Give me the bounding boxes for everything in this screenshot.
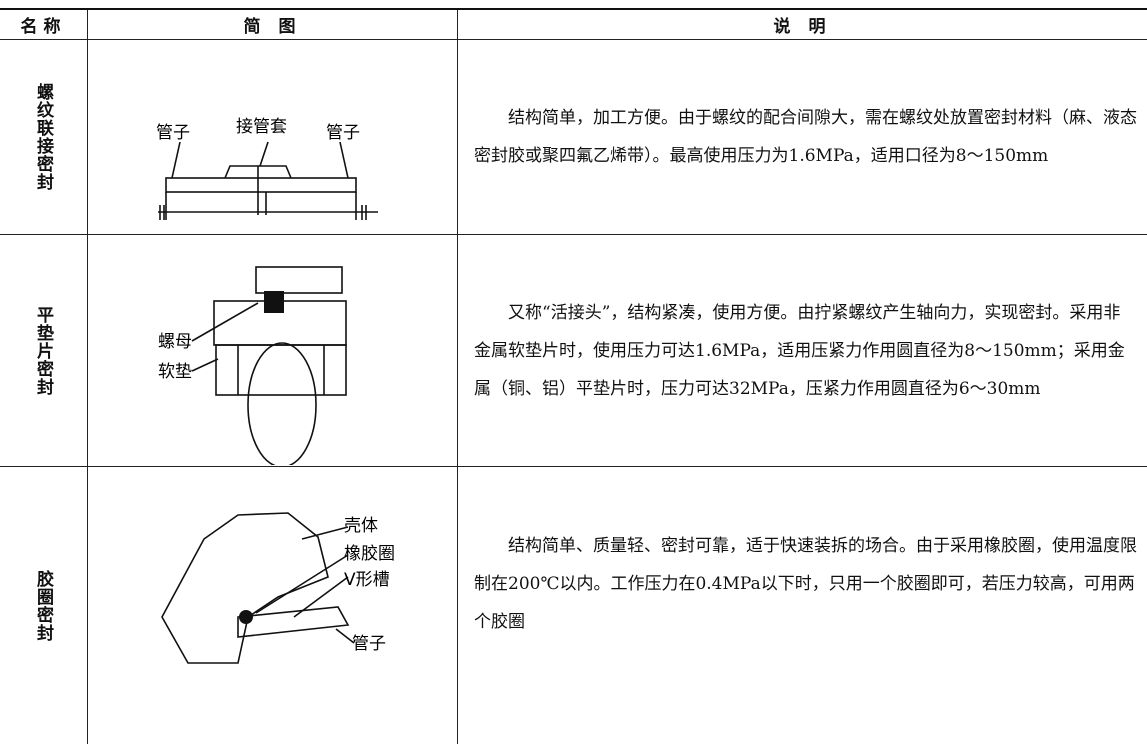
diagram-label: 接管套 <box>236 117 287 137</box>
diagram-label: V形槽 <box>344 570 390 590</box>
header-diagram: 简 图 <box>88 10 458 40</box>
diagram: 管子 接管套 管子 <box>156 117 378 220</box>
diagram-label: 管子 <box>326 123 360 143</box>
header-name: 名称 <box>0 10 88 40</box>
name-cell: 螺纹联接密封 <box>0 40 88 235</box>
description-cell: 结构简单，加工方便。由于螺纹的配合间隙大，需在螺纹处放置密封材料（麻、液态密封胶… <box>458 40 1147 235</box>
name-cell: 平垫片密封 <box>0 235 88 467</box>
description: 又称“活接头”，结构紧凑，使用方便。由拧紧螺纹产生轴向力，实现密封。采用非金属软… <box>474 302 1125 399</box>
diagram-cell: 螺母 软垫 <box>88 235 458 468</box>
description: 结构简单，加工方便。由于螺纹的配合间隙大，需在螺纹处放置密封材料（麻、液态密封胶… <box>474 108 1137 166</box>
diagram-cell: 壳体 橡胶圈 V形槽 管子 <box>88 467 458 744</box>
diagram-label: 管子 <box>352 634 386 654</box>
diagram-label: 壳体 <box>344 516 378 536</box>
diagram: 壳体 橡胶圈 V形槽 管子 <box>161 512 395 664</box>
table: 名称 简 图 说 明 螺纹联接密封 管子 接管套 管子 结构简单，加工方便。由于… <box>0 8 1147 744</box>
diagram: 螺母 软垫 <box>158 266 347 468</box>
diagram-label: 软垫 <box>158 362 192 382</box>
row-name: 胶圈密封 <box>33 569 53 642</box>
description-cell: 又称“活接头”，结构紧凑，使用方便。由拧紧螺纹产生轴向力，实现密封。采用非金属软… <box>458 235 1147 467</box>
description: 结构简单、质量轻、密封可靠，适于快速装拆的场合。由于采用橡胶圈，使用温度限制在2… <box>474 536 1137 632</box>
diagram-cell: 管子 接管套 管子 <box>88 40 458 235</box>
header-description: 说 明 <box>458 10 1147 40</box>
diagram-label: 管子 <box>156 123 190 143</box>
diagram-label: 螺母 <box>158 332 192 352</box>
description-cell: 结构简单、质量轻、密封可靠，适于快速装拆的场合。由于采用橡胶圈，使用温度限制在2… <box>458 467 1147 744</box>
name-cell: 胶圈密封 <box>0 467 88 744</box>
row-name: 平垫片密封 <box>33 305 53 396</box>
row-name: 螺纹联接密封 <box>33 83 53 191</box>
diagram-label: 橡胶圈 <box>344 544 395 564</box>
